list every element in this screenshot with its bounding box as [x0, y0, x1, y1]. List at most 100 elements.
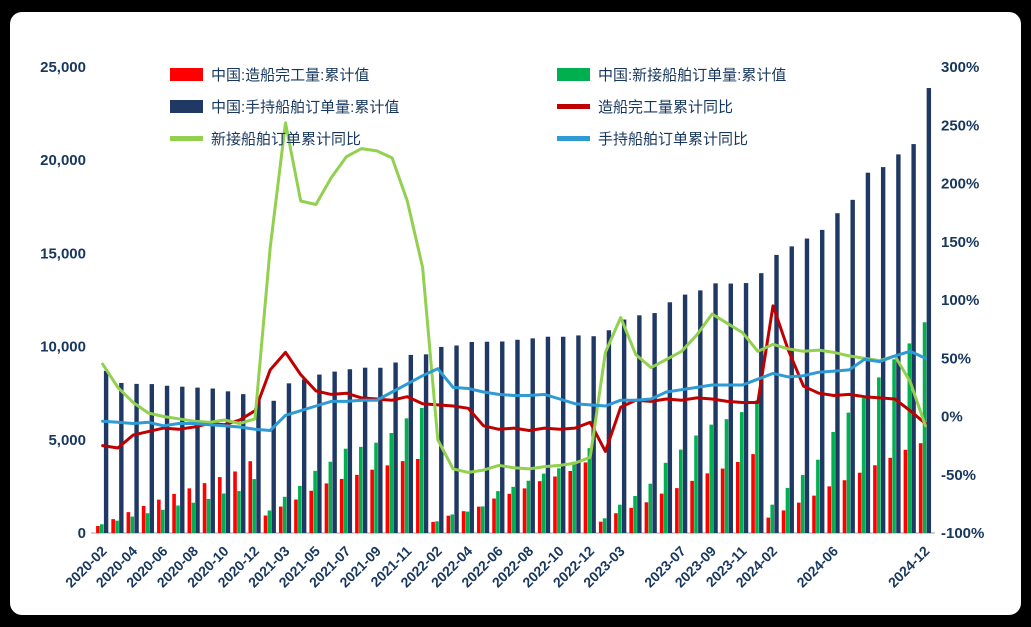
- y-axis-right-tick-label: -50%: [941, 467, 976, 484]
- legend-swatch: [170, 136, 203, 141]
- bar: [831, 431, 835, 533]
- bar: [751, 454, 755, 533]
- bar: [362, 367, 368, 533]
- bar: [313, 470, 317, 533]
- bar: [873, 465, 877, 533]
- bar: [217, 477, 222, 533]
- legend-label: 手持船舶订单累计同比: [598, 131, 749, 148]
- bar: [282, 496, 287, 533]
- bar: [774, 254, 779, 533]
- bar: [145, 513, 150, 533]
- legend-item-backlog-yoy-line: 手持船舶订单累计同比: [557, 128, 786, 149]
- bar: [618, 504, 622, 533]
- bar: [141, 505, 146, 533]
- y-axis-right-tick-label: 150%: [941, 234, 979, 251]
- legend-swatch: [170, 68, 203, 81]
- bar: [865, 172, 871, 533]
- bar: [857, 472, 862, 533]
- bar: [96, 526, 100, 533]
- bar: [103, 370, 109, 533]
- bar: [598, 521, 603, 533]
- bar: [267, 510, 272, 533]
- legend-swatch: [557, 136, 590, 141]
- line-series: [101, 121, 927, 474]
- bar: [526, 480, 531, 533]
- bar: [743, 283, 749, 533]
- bar: [446, 515, 451, 533]
- bar: [221, 493, 226, 533]
- bar: [511, 486, 515, 533]
- bar: [416, 459, 420, 533]
- bar: [694, 435, 698, 533]
- chart-legend: 中国:造船完工量:累计值 中国:新接船舶订单量:累计值 中国:手持船舶订单量:累…: [170, 64, 786, 149]
- bar: [359, 446, 363, 533]
- bar: [385, 465, 390, 533]
- bar: [675, 488, 679, 533]
- bar: [804, 238, 810, 534]
- chart-panel: 中国:造船完工量:累计值 中国:新接船舶订单量:累计值 中国:手持船舶订单量:累…: [10, 12, 1021, 615]
- bar: [149, 384, 155, 533]
- y-axis-left-tick-label: 20,000: [40, 152, 86, 169]
- bar: [766, 517, 771, 533]
- bar: [583, 462, 588, 533]
- y-axis-right-tick-label: -100%: [941, 525, 984, 542]
- bar-groups: [96, 88, 932, 534]
- bar: [191, 502, 196, 533]
- bar: [663, 462, 668, 533]
- bar: [530, 338, 535, 533]
- bar: [606, 330, 612, 533]
- bar: [537, 481, 542, 533]
- bar: [263, 515, 268, 533]
- bar: [602, 518, 607, 533]
- y-axis-right: -100% -50% 0% 50% 100% 150% 200% 250% 300%: [941, 59, 984, 542]
- bar: [557, 468, 561, 533]
- bar: [492, 498, 496, 533]
- bar: [522, 488, 527, 533]
- bar: [709, 424, 714, 533]
- bar: [294, 499, 298, 533]
- line-series: [101, 349, 927, 432]
- bar: [785, 488, 790, 533]
- bar: [637, 315, 642, 533]
- bar: [842, 480, 847, 533]
- chart-area: 0 5,000 10,000 15,000 20,000 25,000 -100% -50% 0…: [10, 12, 1021, 615]
- legend-label: 新接船舶订单累计同比: [211, 131, 362, 148]
- y-axis-right-tick-label: 50%: [941, 350, 971, 367]
- bar: [309, 490, 314, 533]
- bar: [134, 383, 139, 533]
- bar: [355, 474, 359, 533]
- bar: [400, 461, 405, 533]
- bar: [378, 367, 383, 533]
- bar: [922, 322, 927, 533]
- legend-label: 中国:新接船舶订单量:累计值: [598, 67, 787, 84]
- bar: [206, 498, 211, 533]
- bar: [332, 371, 337, 533]
- bar: [861, 398, 866, 533]
- y-axis-right-tick-label: 0%: [941, 409, 963, 426]
- y-axis-left-tick-label: 5,000: [48, 432, 86, 449]
- bar: [720, 468, 725, 533]
- bar: [180, 386, 185, 533]
- bar: [298, 485, 302, 533]
- bar: [278, 506, 283, 533]
- legend-item-completion-yoy-line: 造船完工量累计同比: [557, 96, 786, 117]
- bar: [800, 475, 805, 533]
- bar: [770, 504, 774, 533]
- bar: [172, 493, 176, 533]
- y-axis-left-tick-label: 10,000: [40, 339, 86, 356]
- legend-swatch: [557, 104, 590, 109]
- bar: [648, 483, 653, 533]
- bar: [469, 342, 474, 533]
- bar: [176, 505, 180, 533]
- y-axis-right-tick-label: 250%: [941, 117, 979, 134]
- x-axis: 2020-022020-042020-062020-082020-102020-…: [62, 543, 933, 591]
- bar: [343, 448, 348, 533]
- bar: [820, 229, 825, 533]
- y-axis-left: 0 5,000 10,000 15,000 20,000 25,000: [40, 59, 86, 542]
- bar: [644, 502, 649, 533]
- bar: [126, 512, 131, 533]
- bar: [892, 359, 896, 533]
- bar: [393, 362, 398, 533]
- bar: [408, 354, 414, 533]
